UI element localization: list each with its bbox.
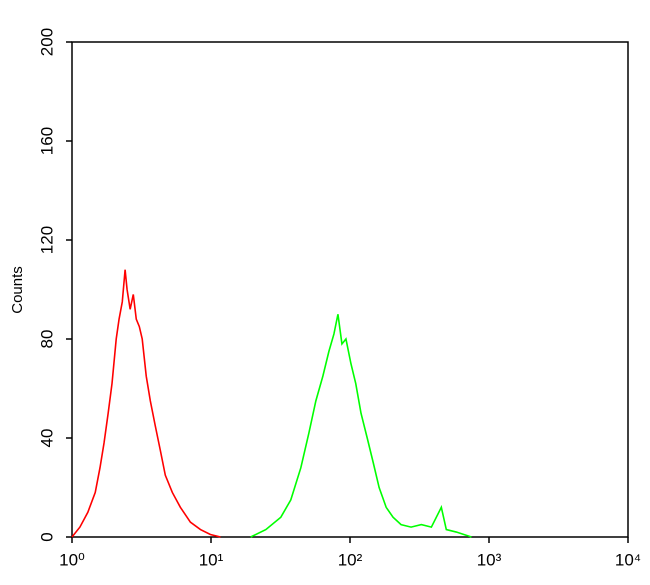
- y-tick-label: 40: [37, 429, 56, 448]
- y-tick-label: 0: [37, 532, 56, 541]
- x-tick-label: 10¹: [199, 550, 224, 569]
- plot-frame: [71, 41, 629, 538]
- histogram-line: [250, 314, 472, 538]
- x-tick-label: 10³: [477, 550, 502, 569]
- y-tick-label: 120: [37, 226, 56, 254]
- x-tick-label: 10⁴: [615, 550, 641, 569]
- y-tick-label: 200: [37, 28, 56, 56]
- x-tick-label: 10⁰: [59, 550, 85, 569]
- histogram-line: [71, 269, 221, 538]
- y-tick-label: 160: [37, 127, 56, 155]
- y-tick-label: 80: [37, 330, 56, 349]
- x-tick-label: 10²: [338, 550, 363, 569]
- y-axis-label: Counts: [9, 266, 26, 314]
